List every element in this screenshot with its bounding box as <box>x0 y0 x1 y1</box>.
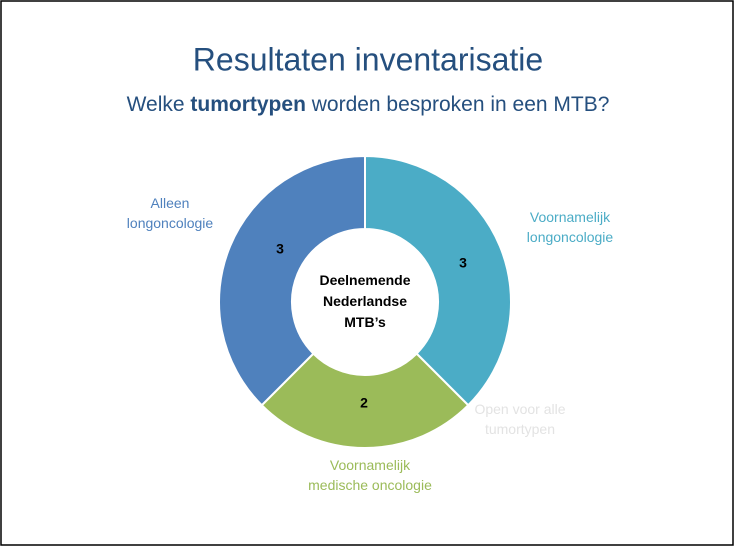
subtitle: Welke tumortypen worden besproken in een… <box>127 93 610 116</box>
center-label-line: Nederlandse <box>323 293 407 309</box>
category-label-line: longoncologie <box>527 229 614 245</box>
category-label: Voornamelijk medische oncologie <box>308 457 432 493</box>
category-label: Alleen longoncologie <box>127 195 214 231</box>
subtitle-part: tumortypen <box>190 93 306 116</box>
donut-slice <box>218 154 366 407</box>
value-label: 3 <box>459 255 467 271</box>
center-label: Deelnemende Nederlandse MTB’s <box>319 272 410 330</box>
category-label-line: medische oncologie <box>308 477 432 493</box>
donut-slice <box>364 154 512 407</box>
category-label-line: Voornamelijk <box>530 209 611 225</box>
category-label-line: Open voor alle <box>474 401 565 417</box>
subtitle-part: Welke <box>127 93 191 116</box>
category-label-line: Alleen <box>151 195 190 211</box>
category-label-line: tumortypen <box>485 421 555 437</box>
center-label-line: Deelnemende <box>319 272 410 288</box>
center-label-line: MTB’s <box>344 314 386 330</box>
category-label-line: longoncologie <box>127 215 214 231</box>
title: Resultaten inventarisatie <box>193 41 543 77</box>
category-label-line: Voornamelijk <box>330 457 411 473</box>
category-label: Voornamelijk longoncologie <box>527 209 614 245</box>
value-label: 3 <box>276 241 284 257</box>
donut-slice <box>260 352 470 449</box>
value-label: 2 <box>360 395 368 411</box>
category-label: Open voor alle tumortypen <box>474 401 565 437</box>
subtitle-part: worden besproken in een MTB? <box>306 93 610 116</box>
